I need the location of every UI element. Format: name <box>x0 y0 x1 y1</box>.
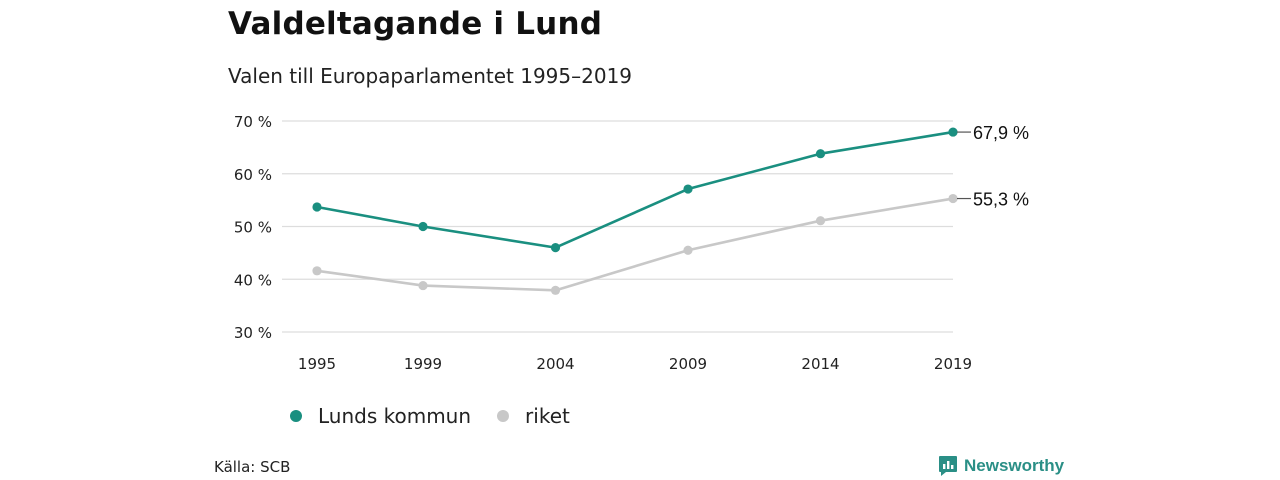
x-tick-label-2019: 2019 <box>934 355 972 373</box>
point-riket-1995 <box>312 266 322 276</box>
point-riket-2019 <box>948 193 958 204</box>
legend: Lunds kommun riket <box>290 404 596 428</box>
point-lund-1999 <box>418 221 428 232</box>
series-line-lund <box>316 130 954 249</box>
y-axis-ticks: 30 % 40 % 50 % 60 % 70 % <box>234 113 272 342</box>
y-tick-label-70: 70 % <box>234 113 272 131</box>
point-lund-2014 <box>815 149 826 159</box>
legend-item-riket: riket <box>497 404 570 428</box>
x-tick-label-1995: 1995 <box>298 355 336 373</box>
y-tick-label-40: 40 % <box>234 271 272 289</box>
line-chart: 30 % 40 % 50 % 60 % 70 % 1995 1999 2004 2009 201… <box>234 113 1029 373</box>
end-label-lund: 67,9 % <box>973 123 1029 143</box>
x-tick-label-1999: 1999 <box>404 355 442 373</box>
legend-label-lund: Lunds kommun <box>318 404 472 428</box>
point-lund-2004 <box>550 243 561 253</box>
y-tick-label-50: 50 % <box>234 219 272 237</box>
x-tick-label-2004: 2004 <box>536 355 574 373</box>
y-tick-label-30: 30 % <box>234 324 272 342</box>
grid-layer <box>282 120 953 333</box>
point-lund-2009 <box>683 184 693 194</box>
x-tick-label-2014: 2014 <box>801 355 839 373</box>
point-riket-2004 <box>550 285 561 295</box>
legend-marker-lund <box>290 410 302 422</box>
brand-logo: Newsworthy <box>938 455 1064 477</box>
point-riket-2009 <box>683 245 693 255</box>
x-tick-label-2009: 2009 <box>669 355 707 373</box>
point-lund-1995 <box>312 202 322 212</box>
legend-marker-riket <box>497 410 510 422</box>
end-labels: 55,3 % 67,9 % <box>957 123 1029 210</box>
point-riket-2014 <box>815 216 826 226</box>
point-lund-2019 <box>948 127 958 137</box>
chart-subtitle: Valen till Europaparlamentet 1995–2019 <box>228 64 633 88</box>
legend-item-lund: Lunds kommun <box>290 404 471 428</box>
x-axis-ticks: 1995 1999 2004 2009 2014 2019 <box>298 355 972 373</box>
end-label-riket: 55,3 % <box>973 190 1029 210</box>
series-line-riket <box>316 197 954 292</box>
point-riket-1999 <box>418 280 428 291</box>
legend-label-riket: riket <box>525 404 570 428</box>
source-note: Källa: SCB <box>214 458 291 476</box>
series-layer <box>312 127 958 295</box>
brand-name: Newsworthy <box>964 456 1065 475</box>
y-tick-label-60: 60 % <box>234 166 272 184</box>
chart-title: Valdeltagande i Lund <box>228 6 603 42</box>
newsworthy-logo-icon <box>939 456 957 476</box>
